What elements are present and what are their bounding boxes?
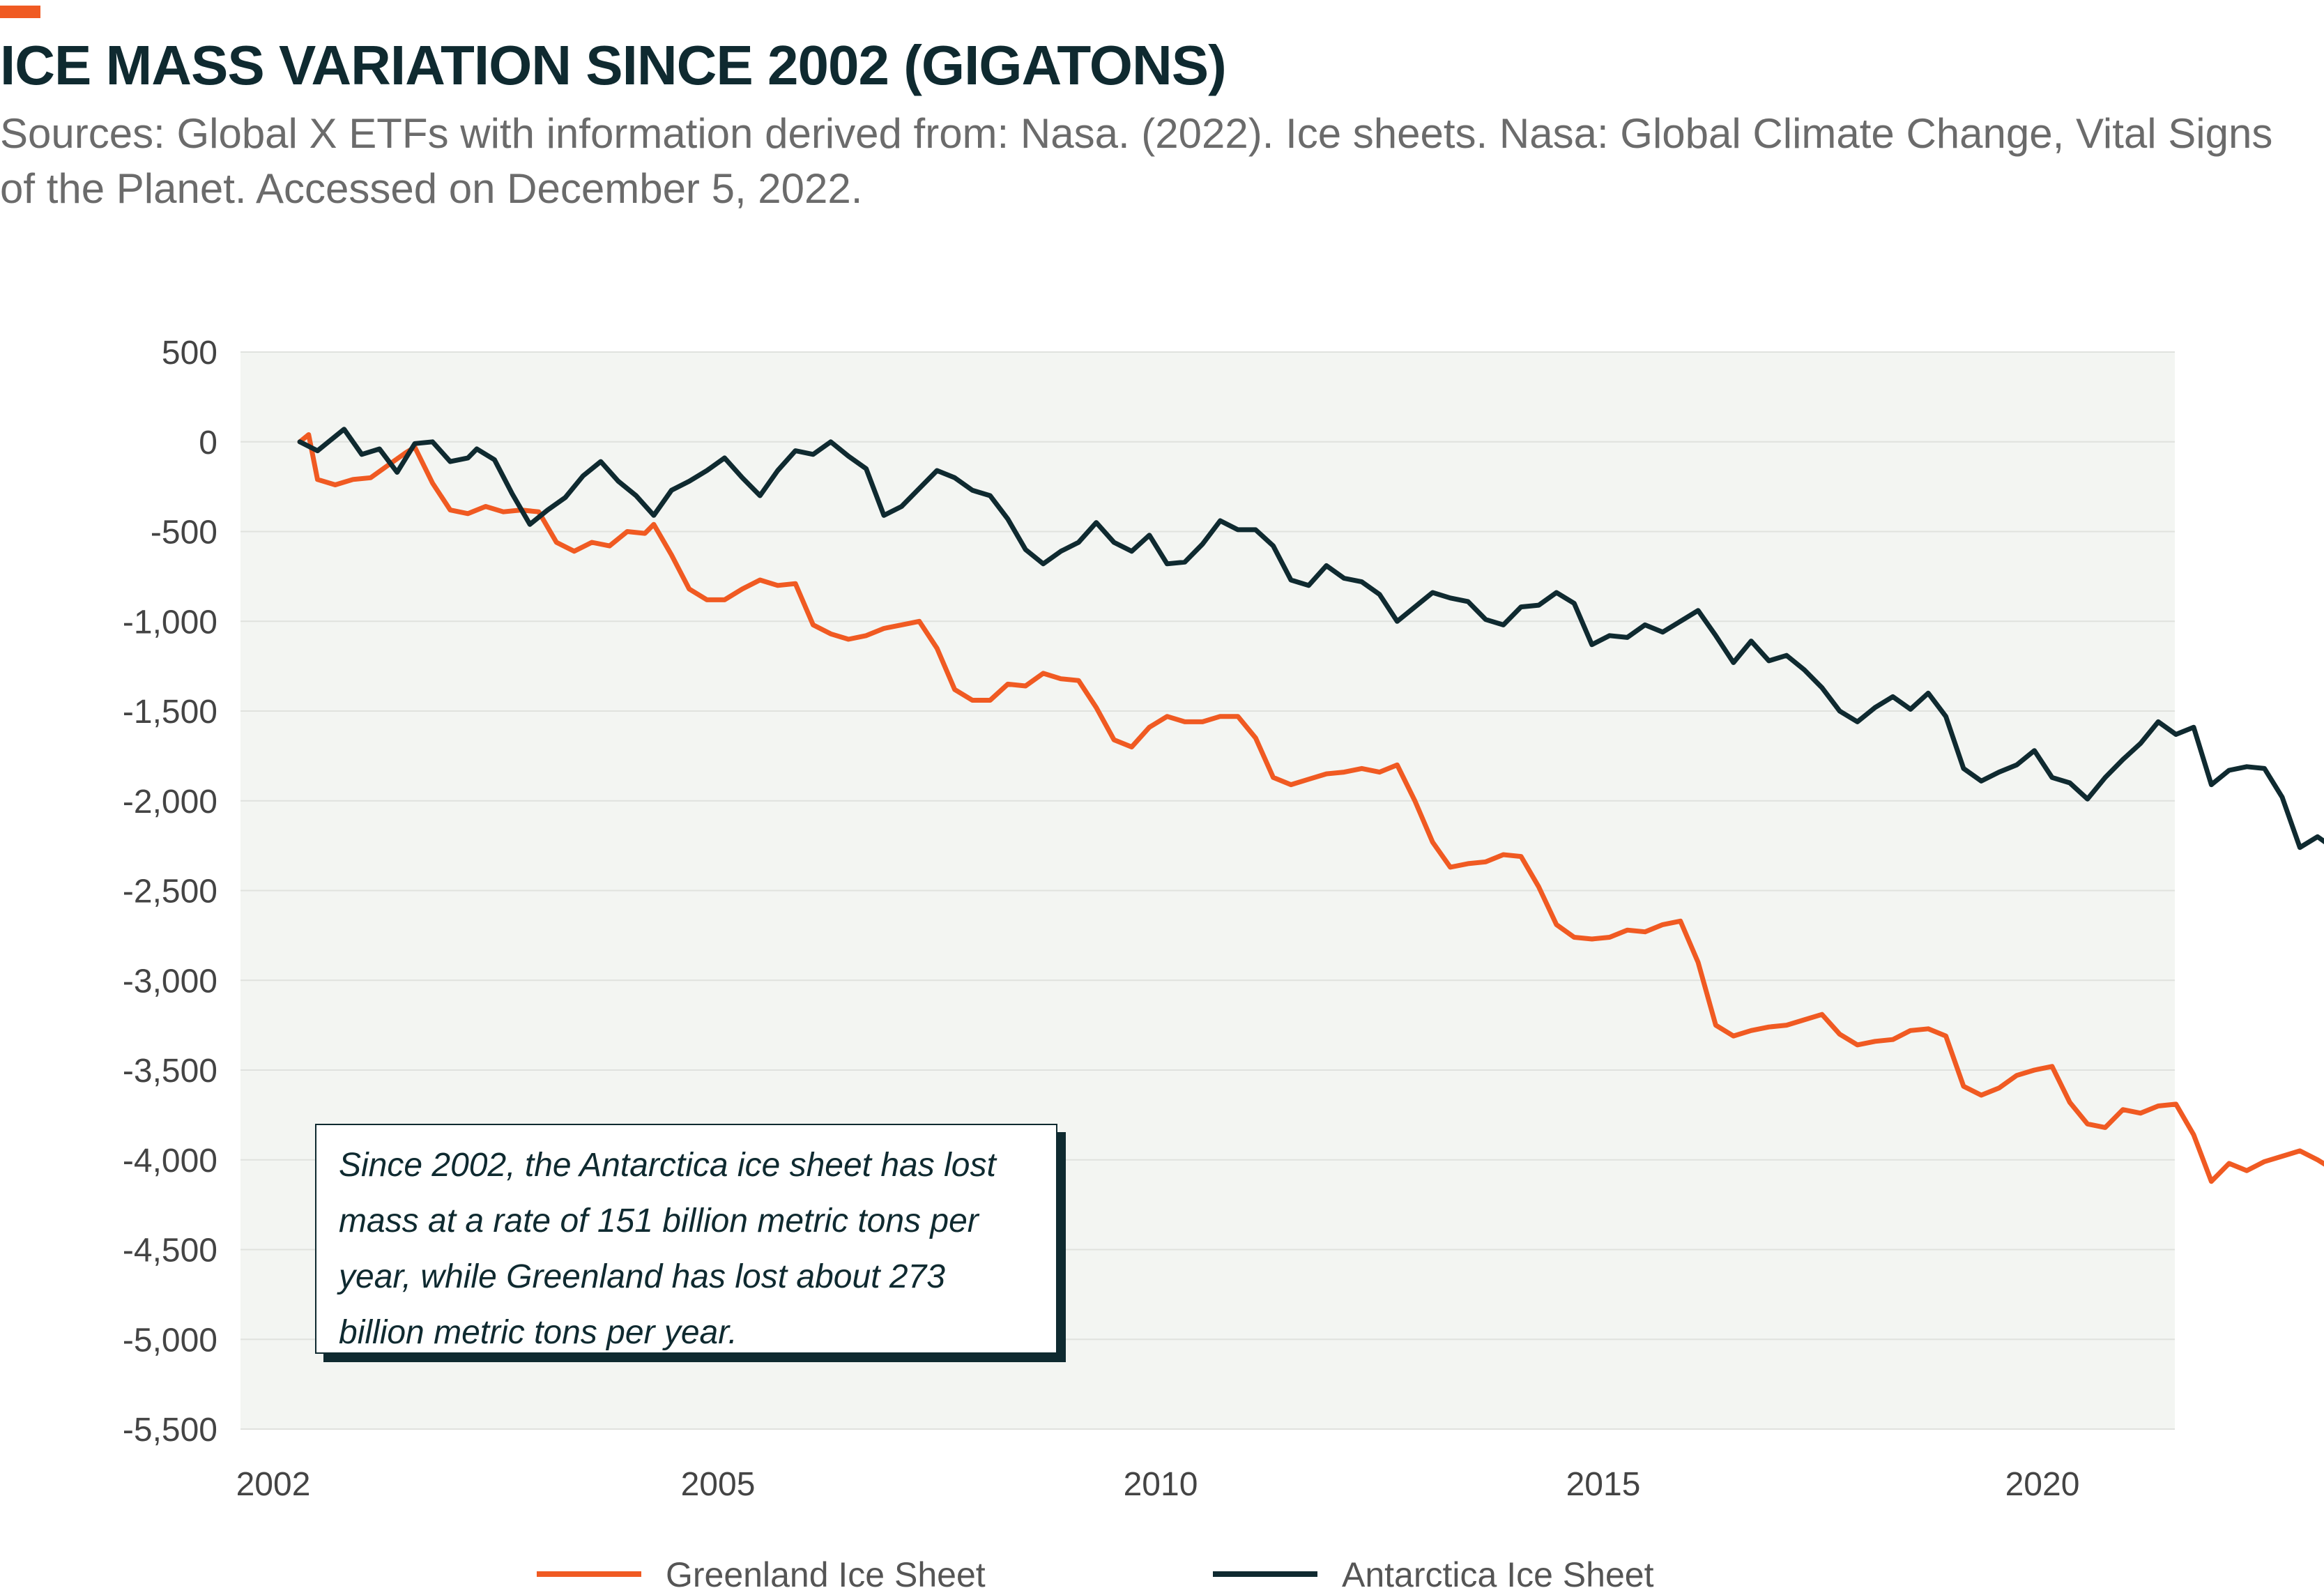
y-tick-label: -5,500 <box>123 1412 217 1449</box>
x-tick-label: 2010 <box>1124 1466 1198 1503</box>
legend-label-greenland: Greenland Ice Sheet <box>666 1555 986 1594</box>
chart-source-note: Sources: Global X ETFs with information … <box>0 110 2273 212</box>
y-tick-label: -4,500 <box>123 1232 217 1269</box>
y-tick-label: -500 <box>151 514 217 551</box>
y-tick-label: 500 <box>162 335 217 372</box>
antarctica-series-line <box>297 427 2324 850</box>
y-tick-label: -2,500 <box>123 873 217 910</box>
series-lines <box>297 427 2324 1184</box>
x-tick-label: 2002 <box>236 1466 311 1503</box>
y-axis-ticks: 500 0 -500 -1,000 -1,500 -2,000 -2,500 -3,000 -3… <box>123 335 217 1449</box>
greenland-series-line <box>297 432 2324 1184</box>
y-tick-label: 0 <box>199 425 217 461</box>
y-tick-label: -5,000 <box>123 1322 217 1359</box>
y-tick-label: -1,500 <box>123 694 217 731</box>
y-tick-label: -3,000 <box>123 963 217 1000</box>
y-tick-label: -1,000 <box>123 604 217 641</box>
chart-title: ICE MASS VARIATION SINCE 2002 (GIGATONS) <box>0 34 1227 96</box>
annotation-text: Since 2002, the Antarctica ice sheet has… <box>339 1147 996 1351</box>
accent-bar <box>0 6 40 18</box>
y-tick-label: -3,500 <box>123 1053 217 1090</box>
y-tick-label: -2,000 <box>123 784 217 821</box>
x-tick-label: 2020 <box>2005 1466 2080 1503</box>
x-tick-label: 2015 <box>1566 1466 1641 1503</box>
y-tick-label: -4,000 <box>123 1143 217 1180</box>
legend: Greenland Ice Sheet Antarctica Ice Sheet <box>537 1555 1654 1594</box>
annotation-box: Since 2002, the Antarctica ice sheet has… <box>315 1124 1057 1354</box>
x-axis-ticks: 2002 2005 2010 2015 2020 <box>236 1466 2080 1503</box>
x-tick-label: 2005 <box>681 1466 756 1503</box>
legend-label-antarctica: Antarctica Ice Sheet <box>1342 1555 1654 1594</box>
